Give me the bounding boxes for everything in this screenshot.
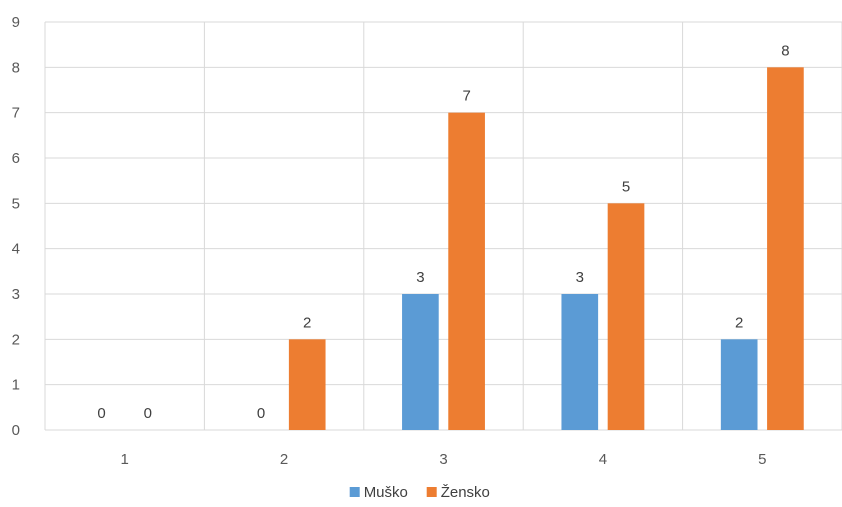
y-tick-label: 6 bbox=[12, 150, 20, 167]
data-label: 3 bbox=[576, 269, 584, 286]
legend-label: Muško bbox=[364, 484, 408, 501]
bar-zensko bbox=[607, 203, 645, 430]
bar-musko bbox=[402, 294, 439, 430]
bar-zensko bbox=[288, 339, 326, 430]
data-label: 3 bbox=[416, 269, 424, 286]
y-tick-label: 4 bbox=[12, 241, 20, 258]
y-tick-label: 8 bbox=[12, 59, 20, 76]
data-label: 0 bbox=[97, 405, 105, 422]
data-label: 2 bbox=[303, 314, 311, 331]
bar-zensko bbox=[448, 112, 485, 431]
legend-swatch bbox=[426, 487, 437, 497]
y-tick-label: 5 bbox=[12, 195, 20, 212]
bar-zensko bbox=[767, 67, 804, 430]
legend-swatch bbox=[349, 487, 360, 497]
legend: Muško Žensko bbox=[349, 484, 490, 501]
bar-musko bbox=[561, 294, 599, 430]
y-tick-label: 0 bbox=[12, 422, 20, 439]
gridlines bbox=[44, 21, 842, 431]
data-label: 7 bbox=[462, 88, 470, 105]
data-label: 5 bbox=[622, 178, 630, 195]
y-axis: 0 1 2 3 4 5 6 7 8 9 bbox=[12, 14, 20, 439]
bars bbox=[288, 67, 804, 431]
data-labels: 0 0 3 3 2 0 2 7 5 8 bbox=[97, 42, 789, 422]
x-tick-label: 1 bbox=[121, 451, 129, 468]
x-tick-label: 5 bbox=[758, 451, 766, 468]
y-tick-label: 9 bbox=[12, 14, 20, 31]
data-label: 0 bbox=[144, 405, 152, 422]
y-tick-label: 2 bbox=[12, 331, 20, 348]
data-label: 0 bbox=[257, 405, 265, 422]
y-tick-label: 7 bbox=[12, 105, 20, 122]
data-label: 2 bbox=[735, 314, 743, 331]
y-tick-label: 3 bbox=[12, 286, 20, 303]
x-tick-label: 4 bbox=[599, 451, 607, 468]
x-tick-label: 2 bbox=[280, 451, 288, 468]
x-tick-label: 3 bbox=[439, 451, 447, 468]
bar-musko bbox=[720, 339, 758, 430]
legend-label: Žensko bbox=[441, 484, 490, 501]
y-tick-label: 1 bbox=[12, 377, 20, 394]
x-axis: 1 2 3 4 5 bbox=[121, 451, 767, 468]
data-label: 8 bbox=[781, 42, 789, 59]
